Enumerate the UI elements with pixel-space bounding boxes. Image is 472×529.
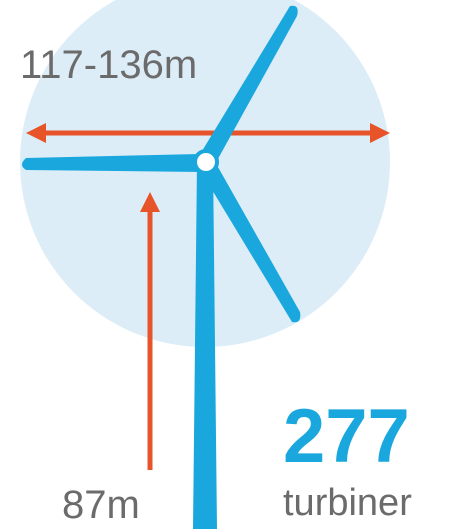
hub <box>195 151 217 173</box>
tower <box>193 162 217 529</box>
hub-height: 87m <box>62 483 140 527</box>
infographic: 117-136m 87m 277 turbiner <box>0 0 472 529</box>
count-unit: turbiner <box>283 482 412 524</box>
turbine-count: 277 <box>283 394 410 479</box>
rotor-diameter: 117-136m <box>20 43 197 87</box>
